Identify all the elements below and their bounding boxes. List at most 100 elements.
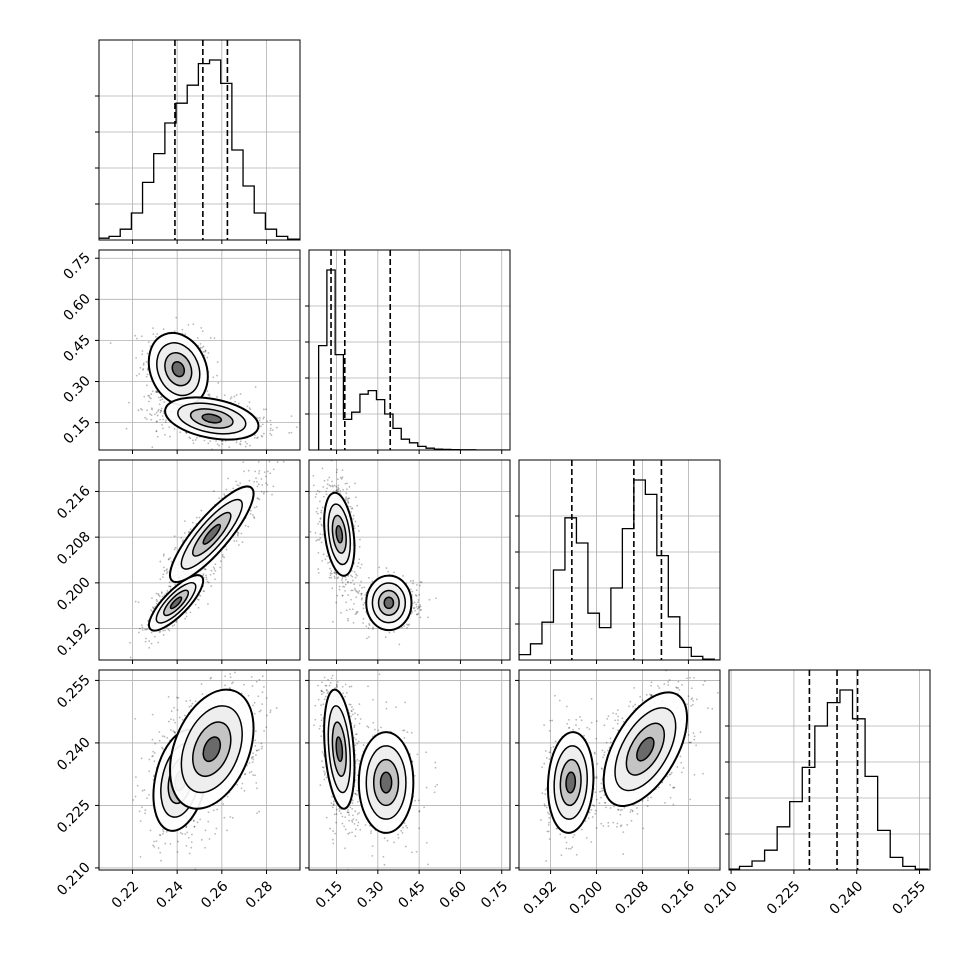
scatter-point: [271, 429, 274, 431]
y-tick-label: 0.200: [54, 574, 94, 614]
scatter-point: [148, 395, 151, 397]
panel-frame: [308, 249, 511, 451]
scatter-point: [223, 493, 226, 496]
scatter-point: [357, 525, 360, 527]
histogram-panel-0: [95, 39, 301, 244]
scatter-point: [265, 482, 267, 485]
scatter-point: [185, 615, 188, 618]
scatter-point: [256, 812, 258, 815]
scatter-point: [346, 482, 348, 485]
scatter-point: [135, 374, 138, 377]
scatter-point: [256, 417, 259, 419]
scatter-point: [348, 486, 351, 488]
scatter-point: [359, 584, 361, 587]
scatter-point: [249, 512, 252, 515]
scatter-point: [337, 490, 339, 493]
scatter-point: [312, 474, 315, 477]
scatter-point: [219, 566, 222, 569]
scatter-point: [174, 546, 177, 549]
scatter-point: [419, 609, 422, 611]
scatter-point: [340, 579, 343, 582]
panel-content: [99, 40, 300, 240]
panel-frame: [98, 39, 301, 241]
scatter-point: [356, 565, 359, 568]
scatter-point: [159, 411, 162, 414]
scatter-point: [435, 597, 437, 600]
scatter-point: [229, 673, 232, 675]
scatter-point: [352, 518, 355, 520]
scatter-point: [249, 509, 252, 512]
scatter-point: [247, 694, 250, 697]
scatter-point: [194, 603, 197, 606]
scatter-point: [204, 568, 207, 571]
scatter-point: [148, 646, 151, 649]
scatter-point: [208, 393, 211, 396]
scatter-point: [173, 731, 176, 734]
scatter-point: [150, 631, 153, 634]
scatter-point: [147, 341, 150, 343]
scatter-point: [229, 662, 231, 664]
scatter-point: [282, 460, 285, 463]
scatter-point: [144, 628, 146, 631]
scatter-point: [160, 407, 163, 410]
scatter-point: [192, 442, 195, 445]
scatter-point: [238, 544, 240, 546]
scatter-point: [415, 594, 418, 597]
scatter-point: [144, 809, 147, 812]
scatter-point: [209, 337, 212, 339]
scatter-point: [185, 826, 188, 829]
scatter-point: [408, 623, 411, 626]
scatter-point: [156, 333, 159, 335]
scatter-point: [320, 509, 323, 512]
scatter-point: [420, 608, 422, 611]
scatter-point: [241, 782, 244, 785]
scatter-point: [151, 713, 154, 716]
panel-content: [99, 460, 300, 660]
scatter-point: [204, 350, 207, 352]
scatter-point: [177, 696, 180, 699]
scatter-point: [155, 430, 158, 433]
scatter-point: [191, 521, 194, 524]
scatter-point: [295, 426, 298, 429]
scatter-point: [247, 457, 249, 459]
scatter-point: [336, 478, 339, 481]
scatter-point: [162, 629, 165, 632]
scatter-point: [266, 490, 268, 493]
scatter-point: [238, 667, 240, 669]
scatter-point: [134, 795, 137, 798]
scatter-point: [144, 416, 147, 419]
scatter-point: [148, 640, 151, 642]
density-contour: [202, 523, 222, 545]
scatter-point: [173, 706, 175, 709]
scatter-point: [206, 580, 209, 583]
scatter-point: [164, 433, 166, 436]
scatter-point: [368, 624, 371, 627]
scatter-point: [241, 541, 244, 544]
scatter-point: [145, 637, 147, 640]
scatter-point: [170, 729, 172, 731]
scatter-point: [236, 533, 239, 536]
scatter-point: [364, 594, 367, 596]
scatter-point: [341, 476, 344, 479]
scatter-point: [237, 402, 240, 405]
x-tick-label: 0.24: [153, 878, 186, 911]
scatter-point: [329, 572, 332, 575]
scatter-point: [256, 436, 259, 439]
scatter-point: [309, 530, 312, 533]
scatter-point: [414, 594, 417, 597]
histogram-step: [317, 269, 509, 450]
scatter-point: [260, 435, 263, 437]
scatter-point: [331, 484, 334, 487]
scatter-point: [201, 330, 204, 333]
scatter-point: [243, 470, 245, 473]
scatter-point: [249, 408, 252, 411]
scatter-point: [145, 418, 148, 421]
scatter-point: [188, 705, 191, 708]
scatter-point: [203, 439, 206, 442]
scatter-point: [223, 556, 226, 559]
scatter-point: [251, 761, 254, 764]
scatter-point: [362, 607, 365, 610]
scatter-point: [353, 527, 356, 530]
scatter-point: [159, 560, 162, 563]
scatter-point: [161, 415, 164, 417]
